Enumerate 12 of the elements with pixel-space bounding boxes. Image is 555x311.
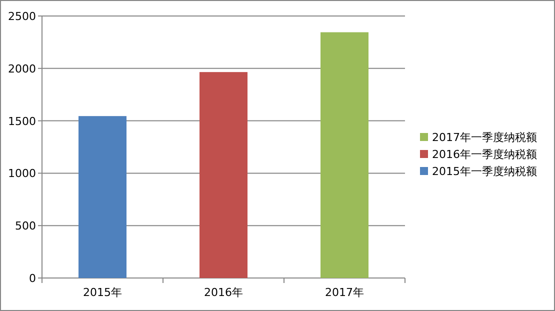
y-tick-label: 2500 [8,10,36,23]
legend-label: 2016年一季度纳税额 [432,148,537,161]
y-tick-label: 1500 [8,114,36,128]
legend-label: 2015年一季度纳税额 [432,165,537,178]
y-tick-label: 2000 [8,62,36,76]
x-tick-label: 2016年 [204,286,243,299]
y-tick-label: 0 [29,272,36,285]
y-tick-label: 1000 [8,167,36,180]
x-tick-label: 2017年 [325,286,364,299]
legend-label: 2017年一季度纳税额 [432,131,537,144]
y-tick-label: 500 [15,220,36,233]
x-tick-label: 2015年 [83,286,122,299]
